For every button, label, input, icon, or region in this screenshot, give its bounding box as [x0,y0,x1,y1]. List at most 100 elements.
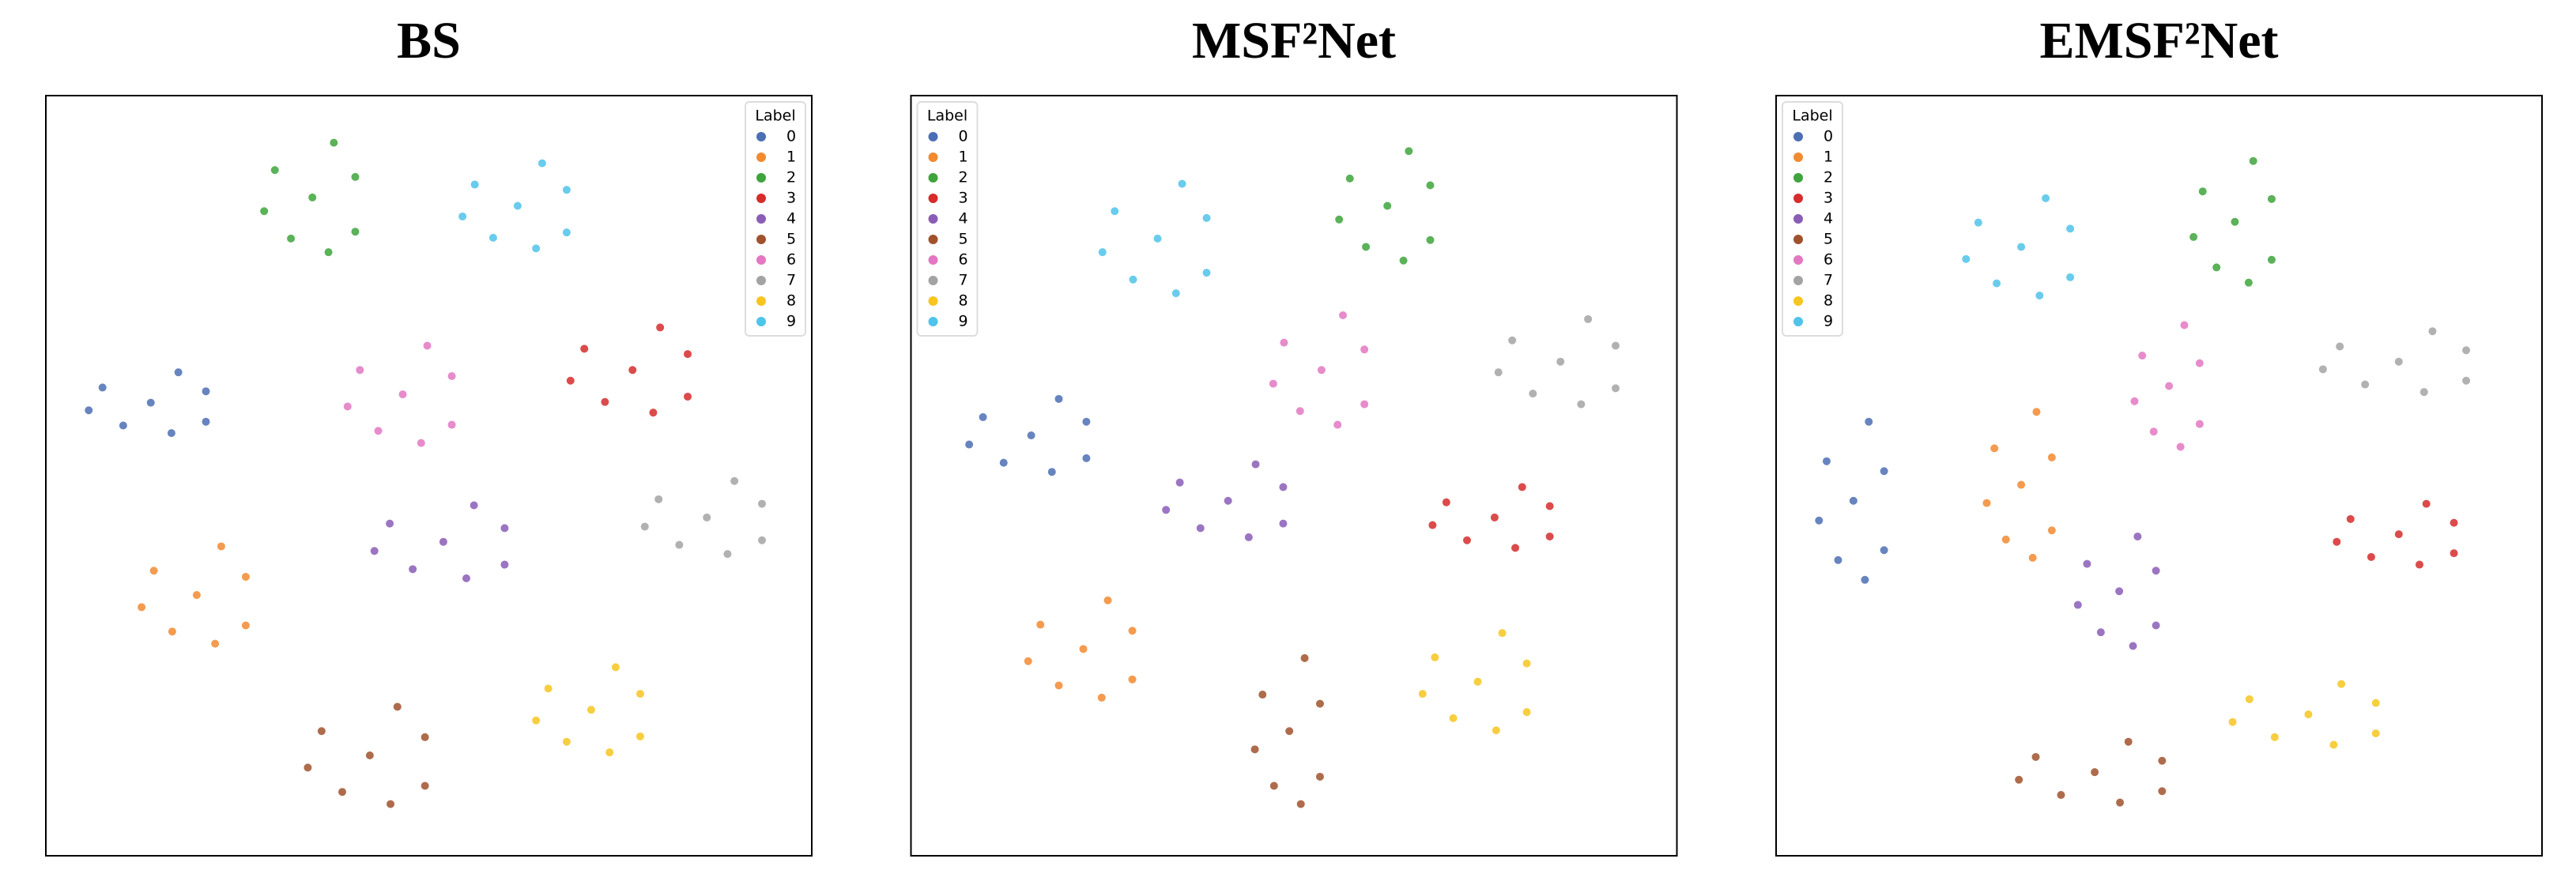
scatter-point [636,690,644,699]
scatter-point [260,207,269,216]
scatter-point [1178,179,1186,188]
legend-marker [756,153,766,162]
scatter-point [1405,147,1413,156]
legend-marker [756,276,766,285]
scatter-point [640,522,649,531]
scatter-point [562,186,571,194]
legend-marker [928,173,938,183]
legend-marker [1793,194,1803,203]
scatter-point [2371,699,2380,707]
scatter-point [1171,289,1180,298]
scatter-point [2180,321,2189,330]
legend-label: 1 [1824,149,1833,166]
legend-label: 8 [1824,292,1833,310]
scatter-point [85,406,93,415]
scatter-point [2270,732,2279,741]
scatter-point [1244,533,1253,541]
legend-label: 9 [959,313,968,330]
legend: Label 0 1 2 3 4 5 6 7 8 9 [1782,101,1843,337]
scatter-point [1082,454,1091,462]
scatter-point [2130,397,2139,405]
scatter-point [1360,400,1369,409]
scatter-point [423,341,432,350]
legend-label: 1 [959,149,968,166]
scatter-point [2133,532,2142,540]
scatter-point [1418,690,1427,699]
scatter-point [2138,352,2147,360]
legend-title: Label [1792,107,1832,125]
scatter-point [1027,431,1035,440]
scatter-point [2195,420,2204,428]
scatter-point [2091,768,2099,777]
scatter-point [2198,187,2207,196]
scatter-point [324,248,333,257]
scatter-point [2333,537,2341,546]
scatter-point [317,727,326,736]
scatter-point [2346,514,2355,523]
scatter-point [1128,627,1137,635]
scatter-point [2189,232,2198,241]
scatter-point [1861,575,1869,584]
legend-marker [1793,317,1803,326]
legend-label: 5 [786,231,796,248]
legend-label: 9 [1824,313,1833,330]
scatter-point [2115,587,2124,596]
scatter-point [1529,390,1537,398]
scatter-point [1082,417,1091,426]
scatter-point [2165,382,2174,390]
scatter-point [330,138,338,147]
scatter-point [1490,513,1499,522]
scatter-point [338,788,347,796]
scatter-point [1815,516,1824,525]
scatter-point [684,350,692,359]
chart-title: EMSF²Net [2039,12,2278,70]
legend-label: 7 [786,272,796,289]
scatter-point [684,392,692,401]
legend: Label 0 1 2 3 4 5 6 7 8 9 [745,101,806,337]
legend-marker [756,132,766,141]
legend: Label 0 1 2 3 4 5 6 7 8 9 [916,101,979,337]
scatter-point [1962,254,1971,263]
scatter-point [1315,699,1324,708]
legend-marker [756,214,766,224]
scatter-point [1990,444,1999,453]
chart-panel: EMSF²Net Label 0 1 2 3 4 5 6 7 8 9 [1775,12,2543,857]
scatter-point [138,603,146,612]
scatter-point [1865,417,1873,426]
scatter-point [965,440,974,449]
legend-marker [756,235,766,244]
legend-label: 0 [1824,128,1833,145]
scatter-point [1279,519,1288,528]
scatter-point [1269,781,1278,790]
scatter-point [2028,553,2037,562]
legend-marker [928,255,938,265]
scatter-point [304,763,312,772]
scatter-point [387,800,395,808]
legend-label: 6 [959,251,968,269]
legend-marker [928,214,938,224]
scatter-point [1577,400,1586,409]
scatter-point [149,567,158,575]
scatter-point [2017,243,2026,251]
scatter-point [2267,255,2276,264]
scatter-point [2158,756,2167,765]
scatter-point [1251,460,1260,469]
scatter-point [2152,567,2160,575]
scatter-point [566,376,575,385]
scatter-point [386,519,394,528]
plot-frame [45,95,813,857]
scatter-point [1339,311,1348,320]
legend-label: 2 [1824,169,1833,186]
legend-label: 2 [786,169,796,186]
scatter-point [421,781,429,790]
scatter-point [1024,657,1032,665]
scatter-point [2267,194,2276,203]
legend-label: 2 [959,169,968,186]
scatter-point [470,501,478,510]
scatter-point [270,166,279,175]
legend-marker [1793,235,1803,244]
scatter-point [2415,560,2423,569]
legend-label: 8 [959,292,968,310]
scatter-point [1822,457,1831,465]
